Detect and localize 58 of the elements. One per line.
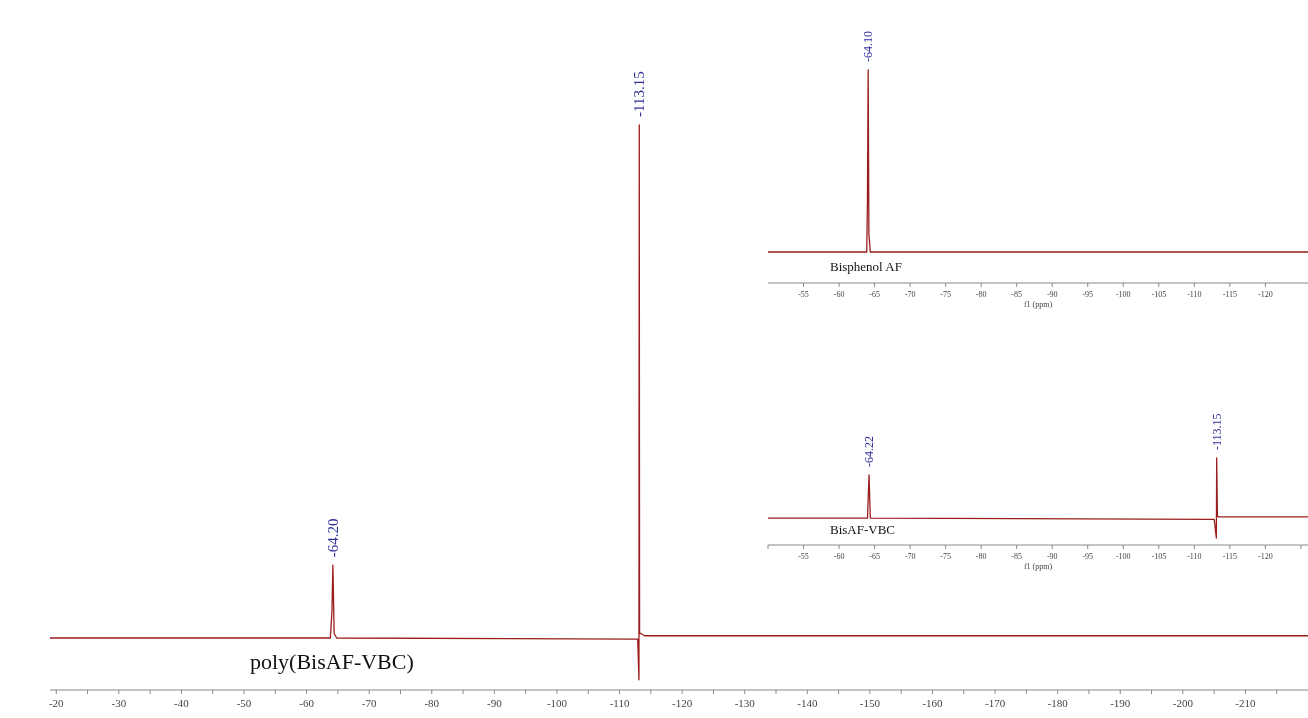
x-tick-label: -200 — [1172, 697, 1194, 709]
x-tick-label: -90 — [1046, 552, 1058, 561]
text: Bisphenol AF — [830, 259, 902, 274]
x-tick-label: -75 — [940, 290, 951, 299]
x-tick-label: -150 — [859, 697, 881, 709]
x-tick-label: -60 — [299, 697, 315, 709]
annotation: -64.20 — [324, 518, 341, 558]
x-tick-label: -115 — [1222, 552, 1238, 561]
x-tick-label: -60 — [833, 552, 845, 561]
x-tick-label: -120 — [1258, 552, 1273, 561]
x-tick-label: -70 — [361, 697, 378, 709]
x-tick-label: -95 — [1082, 552, 1094, 561]
annotation: -64.10 — [861, 31, 876, 62]
text: BisAF-VBC — [830, 522, 896, 537]
x-tick-label: -110 — [1187, 552, 1202, 561]
x-tick-label: -55 — [798, 552, 809, 561]
x-tick-label: -100 — [1115, 290, 1131, 299]
x-tick-label: -90 — [1046, 290, 1058, 299]
x-tick-label: -75 — [940, 552, 951, 561]
x-tick-label: -60 — [833, 290, 845, 299]
x-tick-label: -50 — [236, 697, 252, 709]
x-tick-label: -160 — [922, 697, 944, 709]
annotation: -113.15 — [1209, 413, 1224, 450]
x-tick-label: -110 — [1187, 290, 1202, 299]
x-tick-label: -210 — [1235, 697, 1256, 709]
x-tick-label: -100 — [1115, 552, 1131, 561]
annotation: -113.15 — [631, 71, 648, 117]
x-tick-label: -80 — [424, 697, 440, 709]
x-tick-label: -180 — [1047, 697, 1069, 709]
x-tick-label: -20 — [48, 697, 65, 709]
x-tick-label: -170 — [984, 697, 1006, 709]
x-tick-label: -65 — [869, 552, 880, 561]
x-tick-label: -85 — [1011, 552, 1023, 561]
x-tick-label: -140 — [797, 697, 818, 709]
x-tick-label: -40 — [174, 697, 190, 709]
x-tick-label: -90 — [487, 697, 503, 709]
x-tick-label: -115 — [1222, 290, 1238, 299]
x-tick-label: -105 — [1151, 290, 1167, 299]
x-tick-label: -70 — [904, 290, 916, 299]
x-axis-title: f1 (ppm) — [1023, 300, 1053, 309]
x-tick-label: -120 — [672, 697, 693, 709]
x-tick-label: -100 — [546, 697, 568, 709]
x-tick-label: -120 — [1258, 290, 1273, 299]
x-tick-label: -190 — [1110, 697, 1131, 709]
x-tick-label: -110 — [609, 697, 630, 709]
x-tick-label: -105 — [1151, 552, 1167, 561]
x-axis-title: f1 (ppm) — [1023, 562, 1053, 571]
x-tick-label: -30 — [111, 697, 127, 709]
text: poly(BisAF-VBC) — [250, 649, 414, 674]
x-tick-label: -80 — [975, 290, 987, 299]
x-tick-label: -95 — [1082, 290, 1094, 299]
annotation: -64.22 — [862, 435, 877, 467]
x-tick-label: -80 — [975, 552, 987, 561]
x-tick-label: -70 — [904, 552, 916, 561]
x-tick-label: -85 — [1011, 290, 1023, 299]
x-tick-label: -130 — [734, 697, 756, 709]
x-tick-label: -65 — [869, 290, 880, 299]
x-tick-label: -55 — [798, 290, 809, 299]
